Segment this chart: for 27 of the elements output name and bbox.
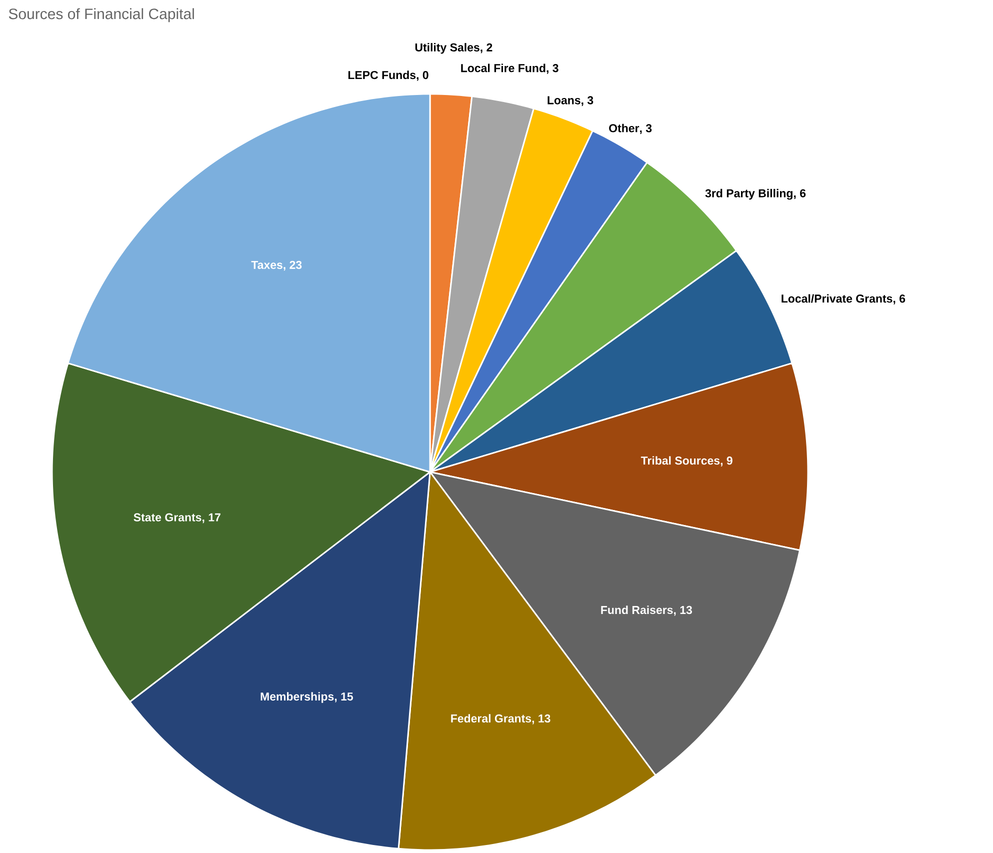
- data-label: , 6: [894, 294, 906, 304]
- slice-label: Federal Grants: [451, 714, 532, 723]
- slice-label: Utility Sales: [415, 43, 480, 54]
- chart-title: Sources of Financial Capital: [8, 8, 194, 22]
- data-label: , 17: [202, 513, 220, 524]
- data-label: , 2: [480, 43, 492, 54]
- data-label: , 15: [334, 692, 353, 702]
- data-label: , 13: [532, 714, 550, 724]
- slice-label: Local/Private Grants: [782, 294, 892, 303]
- data-label: , 6: [794, 189, 806, 200]
- slice-label: Loans: [548, 96, 580, 104]
- slice-label: Tribal Sources: [640, 456, 720, 465]
- slice-label: State Grants: [134, 513, 202, 522]
- data-label: , 3: [582, 96, 594, 106]
- data-label: , 9: [720, 456, 732, 466]
- data-label: , 3: [546, 64, 558, 74]
- slice-label: Other: [609, 124, 640, 132]
- data-label: , 13: [674, 606, 692, 616]
- slice-label: Taxes: [251, 260, 282, 269]
- slice-label: Local Fire Fund: [461, 64, 546, 72]
- data-label: , 23: [284, 260, 302, 271]
- data-label: , 3: [640, 124, 652, 134]
- slice-label: Memberships: [260, 692, 334, 703]
- category-label: LEPC Funds: [348, 70, 416, 80]
- text: , 0: [416, 70, 428, 81]
- slice-label: Fund Raisers: [601, 606, 673, 614]
- slice-label: 3rd Party Billing: [705, 188, 792, 200]
